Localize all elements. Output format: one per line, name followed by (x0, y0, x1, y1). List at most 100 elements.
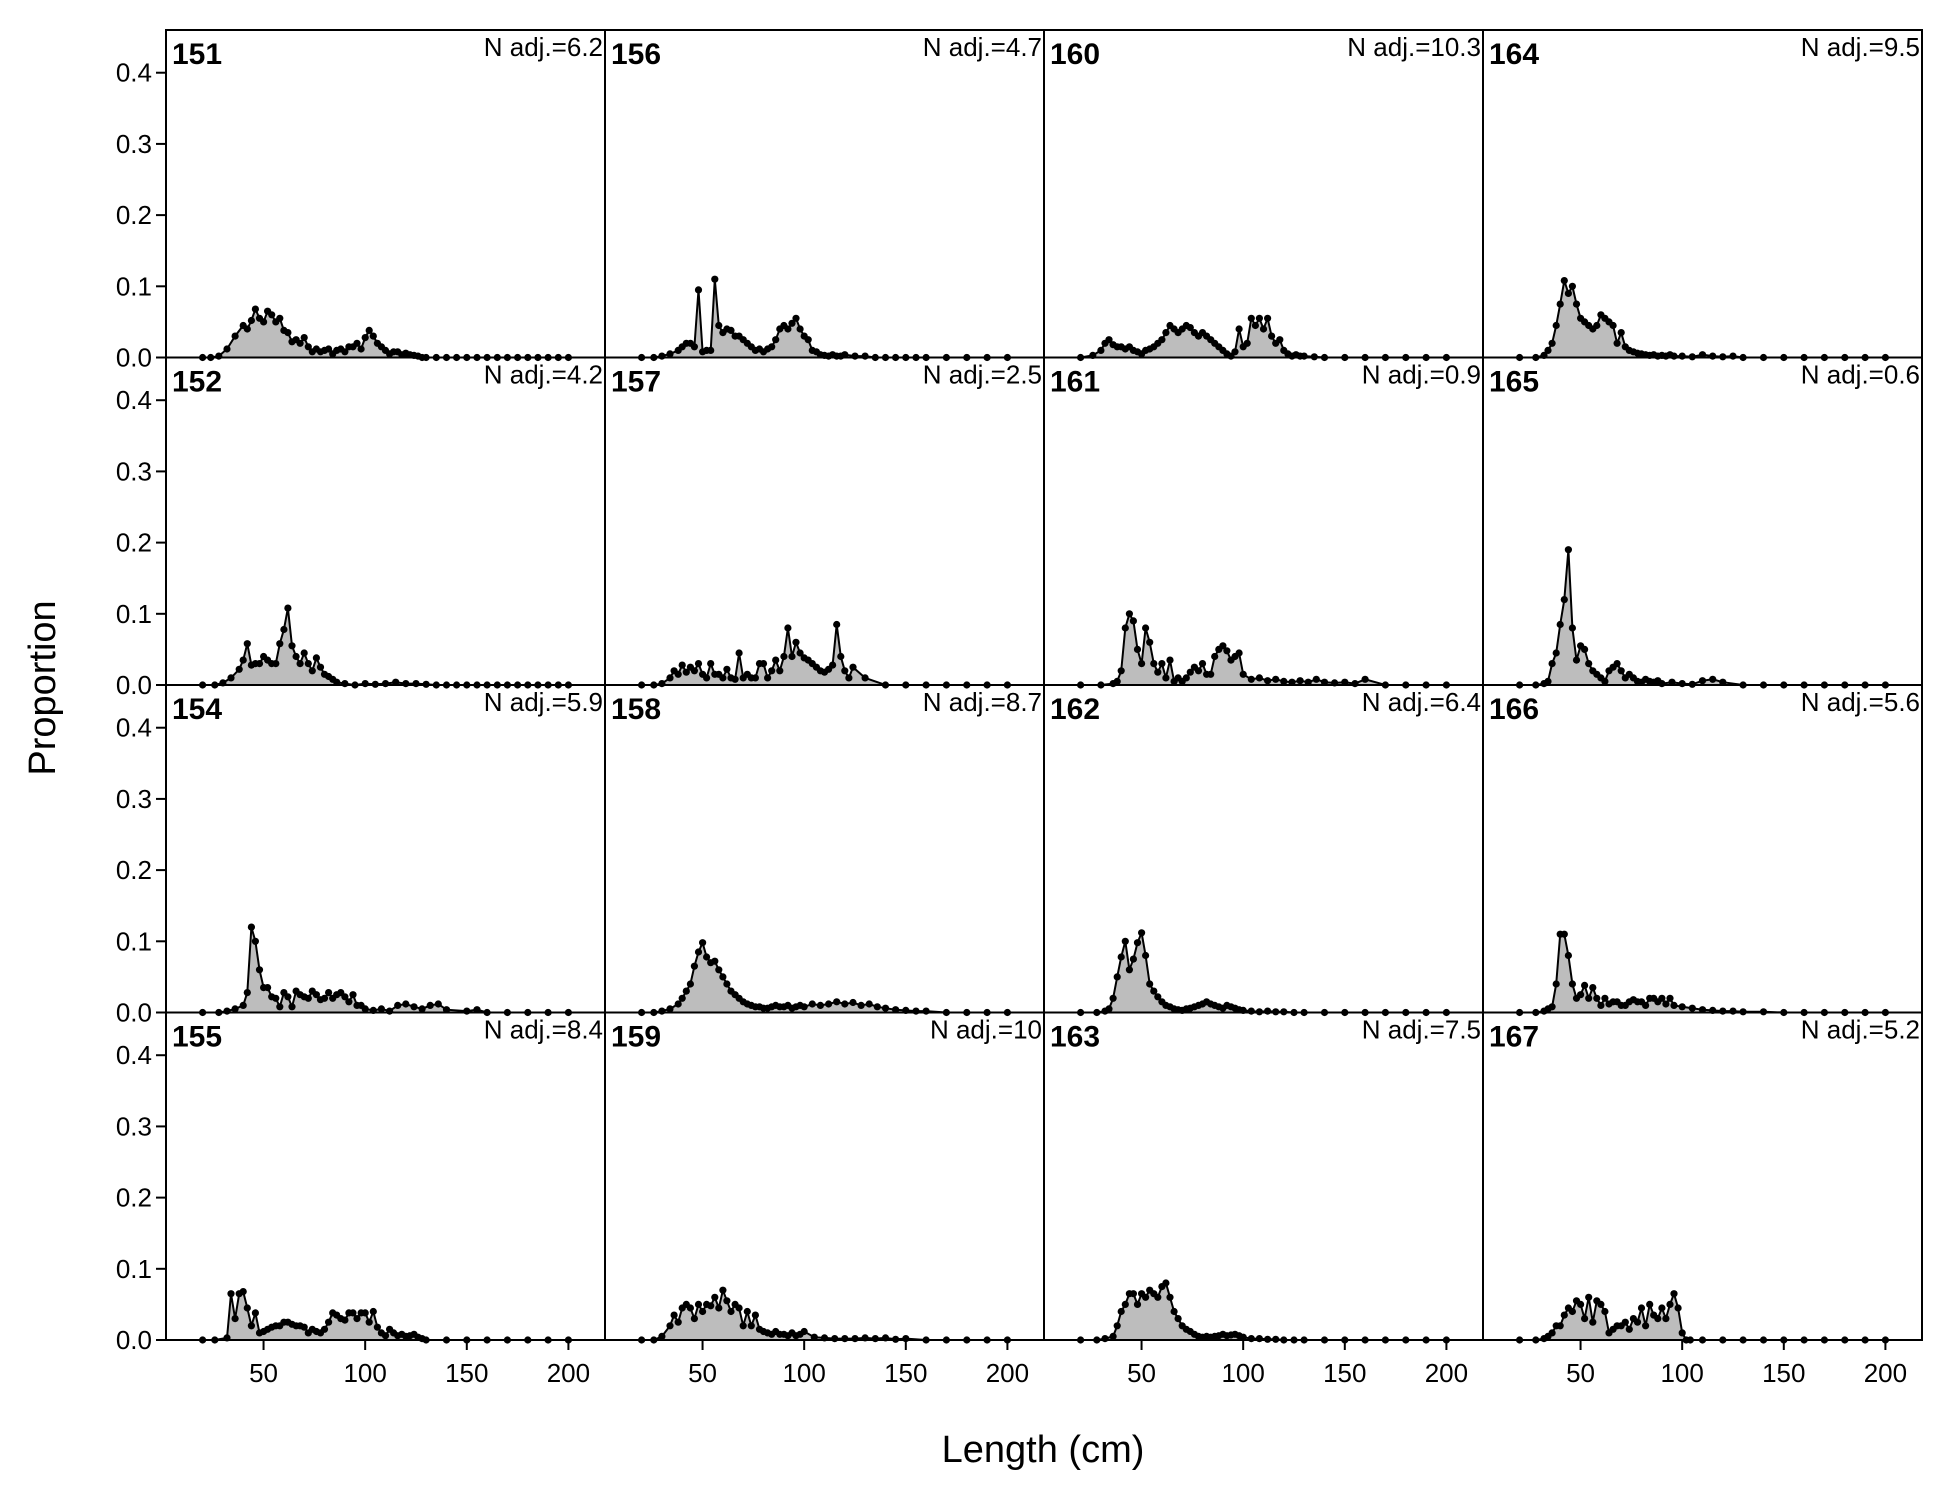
data-point (1556, 620, 1564, 629)
panel-156: 156 N adj.=4.7 (604, 29, 1045, 362)
data-point (308, 667, 316, 675)
data-point (1597, 1300, 1605, 1308)
data-point (227, 1290, 235, 1298)
data-point (837, 652, 845, 661)
x-tick-label: 150 (445, 1358, 488, 1388)
data-point (833, 998, 841, 1006)
data-point (1158, 336, 1166, 344)
x-tick-label: 100 (1221, 1358, 1264, 1388)
data-point (1280, 677, 1288, 686)
data-point (1666, 1300, 1674, 1308)
data-point (1247, 1335, 1255, 1343)
data-point (674, 1318, 682, 1326)
n-adj-label: N adj.=10.3 (1347, 32, 1481, 62)
data-point (715, 966, 723, 974)
data-point (300, 1323, 308, 1331)
data-point (690, 343, 699, 351)
data-point (1097, 346, 1105, 354)
data-point (711, 1293, 719, 1301)
data-point (276, 314, 284, 322)
data-point (369, 332, 377, 340)
data-point (845, 674, 853, 682)
data-point (1646, 1300, 1654, 1308)
panel-frame (604, 684, 1045, 1014)
panel-label: 165 (1489, 366, 1539, 399)
data-point (276, 640, 284, 648)
data-point (1154, 668, 1162, 676)
data-point (1154, 1293, 1162, 1301)
data-point (377, 1005, 385, 1013)
data-point (223, 1007, 231, 1015)
y-axis-title: Proportion (22, 600, 64, 775)
n-adj-label: N adj.=5.2 (1801, 1015, 1920, 1045)
data-point (1109, 1332, 1117, 1340)
data-point (727, 1307, 735, 1316)
data-point (857, 1001, 865, 1010)
panel-frame (1043, 684, 1484, 1014)
data-point (296, 339, 304, 347)
n-adj-label: N adj.=9.5 (1801, 32, 1920, 62)
data-point (231, 332, 239, 340)
data-point (434, 1000, 442, 1008)
data-point (349, 991, 357, 999)
data-point (735, 649, 743, 657)
data-point (1589, 984, 1597, 992)
data-point (410, 1003, 418, 1011)
data-point (747, 1322, 755, 1330)
data-point (711, 957, 719, 965)
data-point (325, 345, 333, 353)
data-point (772, 656, 780, 664)
data-point (912, 1007, 920, 1015)
data-point (871, 1335, 879, 1343)
data-point (288, 642, 296, 650)
data-point (1113, 677, 1121, 686)
data-point (247, 1322, 255, 1330)
data-point (272, 994, 280, 1002)
panel-label: 155 (172, 1021, 222, 1054)
panel-164: 164 N adj.=9.5 (1482, 29, 1923, 362)
data-point (1568, 624, 1576, 632)
data-point (365, 1318, 373, 1326)
data-point (686, 1304, 695, 1312)
data-point (300, 649, 308, 657)
data-point (699, 939, 707, 947)
data-point (666, 674, 674, 682)
data-point (804, 336, 812, 344)
data-point (341, 348, 349, 356)
data-point (1117, 953, 1125, 961)
data-point (1658, 994, 1666, 1002)
data-point (1593, 321, 1601, 330)
data-point (772, 336, 780, 344)
data-point (316, 663, 325, 671)
data-point (1150, 660, 1158, 668)
data-point (861, 352, 869, 360)
data-point (1560, 1311, 1568, 1319)
data-point (678, 994, 686, 1002)
data-point (1296, 677, 1304, 685)
data-point (1568, 1307, 1576, 1316)
panel-158: 158 N adj.=8.7 (604, 684, 1045, 1017)
data-point (373, 1323, 381, 1331)
data-point (727, 326, 735, 334)
data-point (703, 674, 711, 682)
data-point (658, 1007, 666, 1015)
data-point (1678, 352, 1686, 360)
data-point (463, 1007, 471, 1015)
data-point (1609, 321, 1617, 330)
data-point (1678, 1003, 1686, 1011)
x-tick-label: 200 (547, 1358, 590, 1388)
data-point (715, 321, 723, 330)
n-adj-label: N adj.=6.2 (484, 32, 603, 62)
data-point (707, 660, 715, 668)
area-fill (641, 624, 1008, 685)
data-point (1150, 987, 1158, 995)
data-point (1182, 674, 1190, 682)
data-point (1251, 321, 1259, 330)
data-point (1129, 1290, 1137, 1298)
data-point (1166, 656, 1174, 664)
data-point (707, 1302, 715, 1310)
x-tick-label: 150 (1323, 1358, 1366, 1388)
data-point (260, 318, 268, 326)
data-point (349, 1309, 357, 1317)
data-point (1255, 674, 1263, 682)
